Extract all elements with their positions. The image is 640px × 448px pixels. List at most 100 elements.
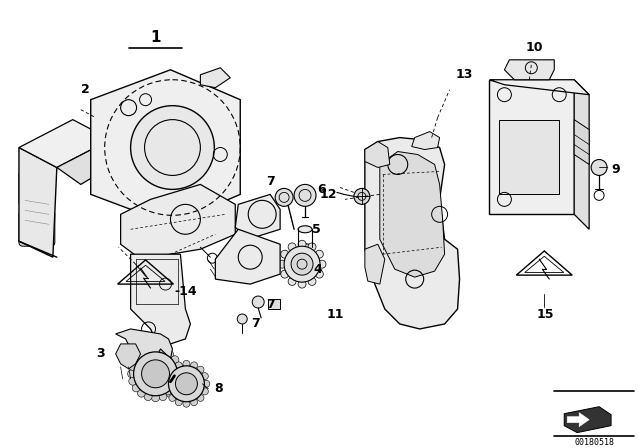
Ellipse shape xyxy=(515,140,543,175)
Circle shape xyxy=(152,394,159,402)
Text: 11: 11 xyxy=(326,307,344,320)
Circle shape xyxy=(129,377,137,385)
Polygon shape xyxy=(567,413,589,426)
Polygon shape xyxy=(120,185,236,259)
Circle shape xyxy=(318,260,326,268)
Circle shape xyxy=(163,380,170,387)
Polygon shape xyxy=(57,140,131,185)
Circle shape xyxy=(164,373,172,379)
Polygon shape xyxy=(268,299,280,309)
Polygon shape xyxy=(236,194,280,239)
Polygon shape xyxy=(574,120,589,164)
Text: 13: 13 xyxy=(456,68,473,81)
Circle shape xyxy=(174,377,182,385)
Circle shape xyxy=(144,347,152,355)
Circle shape xyxy=(275,189,293,207)
Text: 10: 10 xyxy=(525,41,543,54)
Polygon shape xyxy=(490,80,589,95)
Circle shape xyxy=(197,394,204,401)
Circle shape xyxy=(183,360,190,367)
Text: 3: 3 xyxy=(97,347,105,360)
Circle shape xyxy=(281,250,289,258)
Ellipse shape xyxy=(509,133,549,182)
Circle shape xyxy=(174,362,182,370)
Polygon shape xyxy=(91,70,240,224)
Polygon shape xyxy=(200,68,230,88)
Text: 7: 7 xyxy=(266,175,275,188)
Circle shape xyxy=(175,399,182,406)
Circle shape xyxy=(191,399,198,406)
Circle shape xyxy=(591,159,607,176)
Circle shape xyxy=(132,384,140,392)
Circle shape xyxy=(316,250,323,258)
Polygon shape xyxy=(504,60,554,80)
Text: -14: -14 xyxy=(174,284,196,297)
Circle shape xyxy=(278,260,286,268)
FancyBboxPatch shape xyxy=(19,210,55,246)
Circle shape xyxy=(129,362,137,370)
Text: 8: 8 xyxy=(214,382,223,395)
Circle shape xyxy=(127,370,136,378)
Circle shape xyxy=(164,388,172,395)
Polygon shape xyxy=(215,229,280,284)
Circle shape xyxy=(175,373,197,395)
Circle shape xyxy=(159,392,167,401)
Circle shape xyxy=(308,243,316,251)
Text: 6: 6 xyxy=(317,183,326,196)
Circle shape xyxy=(183,400,190,407)
Circle shape xyxy=(202,373,209,379)
Circle shape xyxy=(308,277,316,285)
Polygon shape xyxy=(116,344,141,369)
Text: 7: 7 xyxy=(266,297,275,310)
Circle shape xyxy=(144,392,152,401)
Circle shape xyxy=(169,366,176,373)
Polygon shape xyxy=(19,120,111,168)
Circle shape xyxy=(316,270,323,278)
Polygon shape xyxy=(19,147,57,257)
Circle shape xyxy=(202,388,209,395)
Circle shape xyxy=(252,296,264,308)
Circle shape xyxy=(354,189,370,204)
Circle shape xyxy=(169,394,176,401)
Circle shape xyxy=(138,350,145,358)
Polygon shape xyxy=(380,151,445,277)
Polygon shape xyxy=(116,329,172,374)
Circle shape xyxy=(294,185,316,207)
Text: 00180518: 00180518 xyxy=(574,438,614,447)
Circle shape xyxy=(237,314,247,324)
Ellipse shape xyxy=(298,244,312,251)
Circle shape xyxy=(134,352,177,396)
Circle shape xyxy=(171,384,179,392)
Text: 2: 2 xyxy=(81,83,90,96)
Polygon shape xyxy=(365,244,385,284)
Polygon shape xyxy=(365,138,460,329)
Circle shape xyxy=(175,370,184,378)
Circle shape xyxy=(298,240,306,248)
Text: 1: 1 xyxy=(150,30,161,45)
Polygon shape xyxy=(499,120,559,194)
Polygon shape xyxy=(131,254,191,344)
Circle shape xyxy=(131,106,214,190)
Text: 5: 5 xyxy=(312,223,321,236)
Circle shape xyxy=(141,360,170,388)
Ellipse shape xyxy=(298,226,312,233)
Circle shape xyxy=(171,356,179,364)
Polygon shape xyxy=(564,407,611,433)
Circle shape xyxy=(197,366,204,373)
Circle shape xyxy=(152,346,159,354)
Text: 9: 9 xyxy=(612,163,620,176)
Text: 15: 15 xyxy=(536,307,554,320)
Circle shape xyxy=(284,246,320,282)
Polygon shape xyxy=(412,132,440,150)
Polygon shape xyxy=(574,80,589,229)
Polygon shape xyxy=(365,142,390,168)
Circle shape xyxy=(166,389,173,397)
Circle shape xyxy=(288,243,296,251)
Circle shape xyxy=(168,366,204,402)
Text: 12: 12 xyxy=(319,188,337,201)
Circle shape xyxy=(298,280,306,288)
Polygon shape xyxy=(490,80,574,214)
FancyBboxPatch shape xyxy=(19,170,55,207)
Circle shape xyxy=(291,253,313,275)
Circle shape xyxy=(138,389,145,397)
